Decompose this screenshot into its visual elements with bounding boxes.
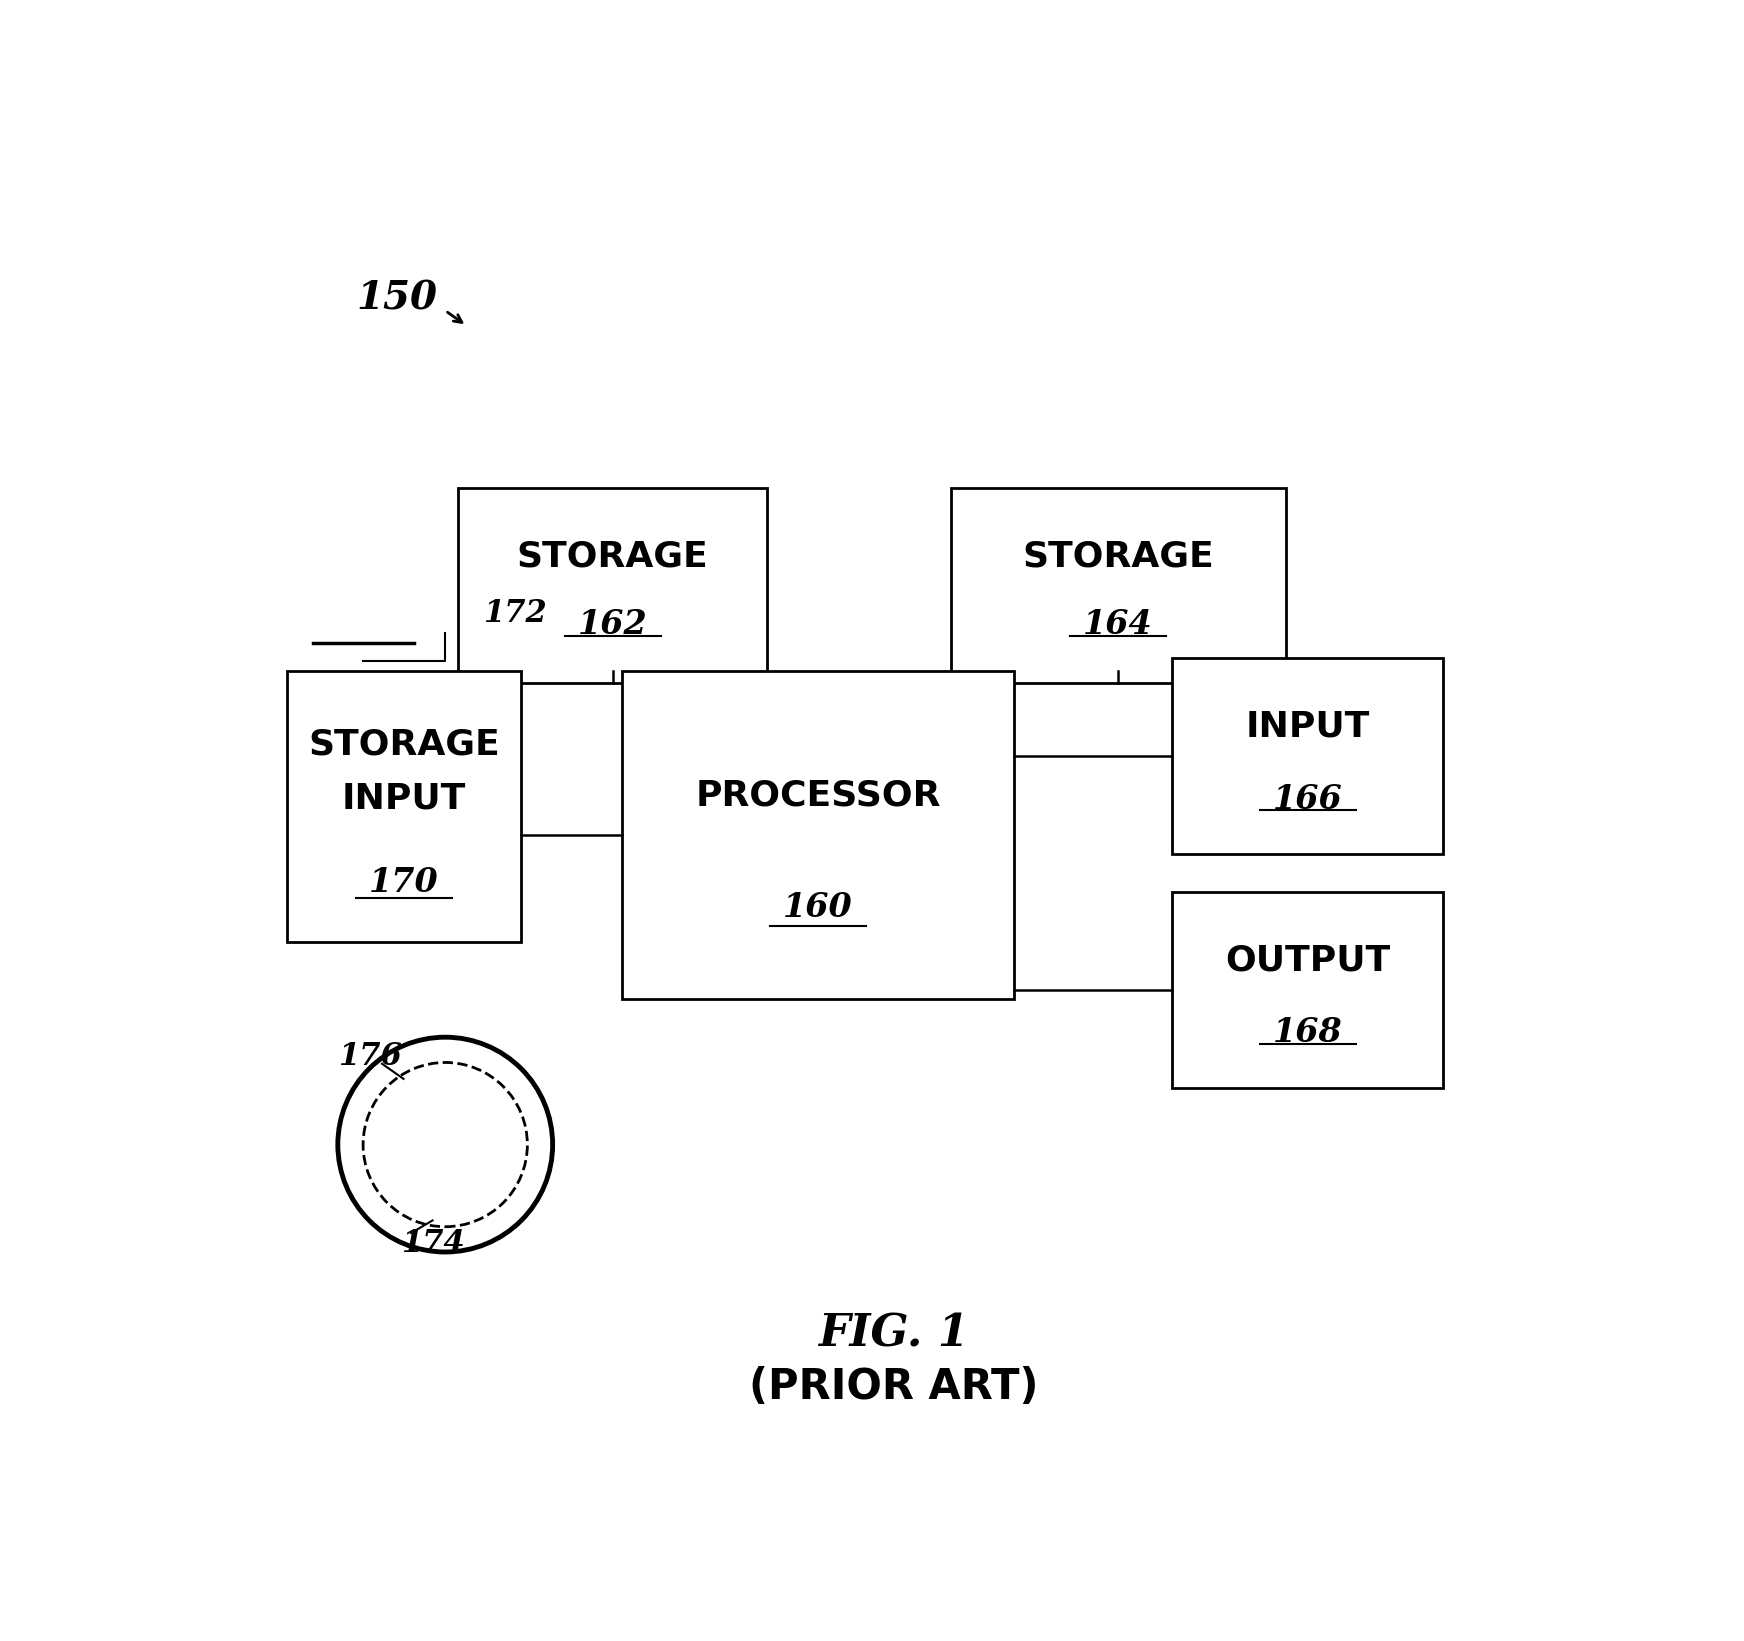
Text: 162: 162 [577, 609, 647, 642]
Bar [950, 487, 1285, 683]
Text: 150: 150 [358, 279, 438, 317]
Text: INPUT: INPUT [342, 781, 466, 816]
Text: STORAGE: STORAGE [309, 727, 501, 761]
Text: (PRIOR ART): (PRIOR ART) [750, 1367, 1038, 1408]
Text: 164: 164 [1083, 609, 1153, 642]
Bar [1172, 893, 1444, 1088]
Text: INPUT: INPUT [1245, 709, 1369, 743]
Text: PROCESSOR: PROCESSOR [696, 778, 940, 812]
Bar [288, 671, 521, 942]
Text: 170: 170 [370, 866, 439, 899]
Text: 176: 176 [338, 1040, 401, 1072]
Bar [623, 671, 1013, 999]
Text: 160: 160 [783, 891, 853, 924]
Bar [1172, 658, 1444, 853]
Text: OUTPUT: OUTPUT [1224, 944, 1390, 978]
Text: 172: 172 [483, 599, 548, 630]
Text: STORAGE: STORAGE [1022, 540, 1214, 573]
Text: STORAGE: STORAGE [516, 540, 708, 573]
Bar [459, 487, 767, 683]
Text: FIG. 1: FIG. 1 [818, 1313, 970, 1355]
Text: 174: 174 [401, 1227, 464, 1259]
Text: 168: 168 [1273, 1016, 1343, 1049]
Text: 166: 166 [1273, 783, 1343, 816]
